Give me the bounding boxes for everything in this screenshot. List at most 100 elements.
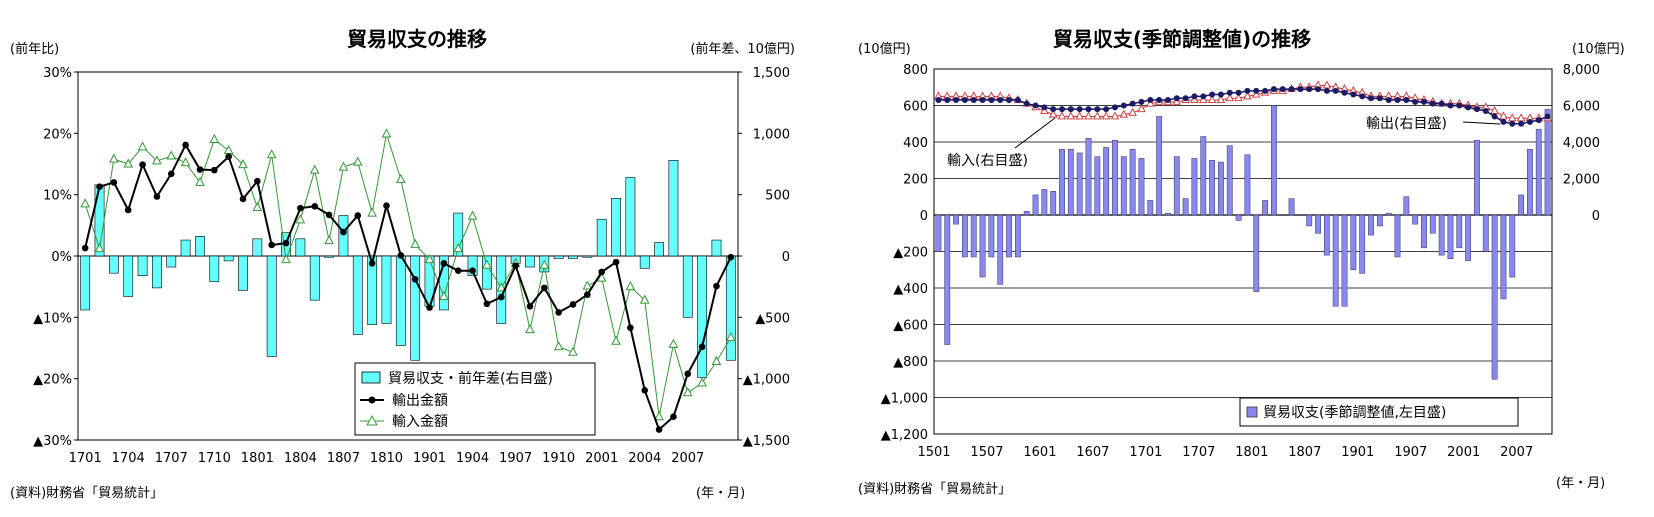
chart1-bar bbox=[338, 215, 349, 257]
chart2-x-tick-label: 1501 bbox=[917, 445, 950, 460]
chart2-import-point bbox=[1225, 93, 1235, 102]
chart1-import-point bbox=[109, 153, 119, 163]
chart1-export-point bbox=[340, 228, 347, 236]
chart2-export-point bbox=[1067, 106, 1074, 113]
chart2-bar bbox=[997, 214, 1004, 285]
chart2-bar bbox=[935, 214, 942, 252]
chart1-import-point bbox=[395, 173, 406, 183]
chart1-export-point bbox=[541, 284, 548, 292]
chart1-x-tick-label: 1801 bbox=[241, 451, 274, 466]
chart2-export-point bbox=[1447, 102, 1454, 109]
chart1-title: 貿易収支の推移 bbox=[347, 27, 487, 51]
chart2-bar bbox=[1147, 200, 1154, 216]
chart2-import-point bbox=[1057, 111, 1067, 120]
chart1-export-point bbox=[698, 343, 706, 351]
chart1-import-point bbox=[725, 332, 736, 342]
chart2-export-point bbox=[1323, 87, 1330, 94]
chart2-export-point bbox=[1368, 95, 1375, 102]
chart1-export-point bbox=[569, 301, 577, 308]
chart1-import-point bbox=[639, 294, 650, 304]
chart2-export-point bbox=[1376, 95, 1383, 102]
chart1-export-point bbox=[670, 413, 677, 420]
chart1-import-point bbox=[352, 156, 363, 166]
chart1-x-tick-label: 1704 bbox=[112, 451, 145, 466]
chart1-export-line bbox=[84, 142, 732, 432]
chart2-bar bbox=[1191, 158, 1198, 216]
chart1-export-point bbox=[454, 267, 462, 275]
chart2-bar bbox=[1253, 214, 1260, 292]
chart1-bar bbox=[209, 255, 220, 283]
chart1-export-point bbox=[139, 161, 146, 168]
chart2-bar bbox=[1368, 214, 1374, 236]
chart1-bar bbox=[725, 255, 736, 361]
chart1-bar bbox=[639, 255, 650, 269]
chart1-export-point bbox=[512, 262, 519, 270]
chart1-export-point bbox=[655, 426, 663, 433]
chart1-left-tick-label: ▲10% bbox=[33, 311, 72, 326]
chart1-import-point bbox=[238, 159, 248, 169]
chart2-export-point bbox=[1315, 86, 1322, 93]
chart1-bar bbox=[668, 160, 679, 257]
chart2-right-tick-label: 4,000 bbox=[1563, 136, 1600, 151]
chart2-bar bbox=[1262, 200, 1268, 216]
chart1-export-point bbox=[397, 252, 405, 259]
chart2-export-point bbox=[1023, 100, 1030, 107]
chart2-export-point bbox=[1288, 86, 1295, 93]
chart1-export-point bbox=[627, 324, 634, 332]
chart2-bar bbox=[1341, 214, 1348, 307]
chart1-import-point bbox=[324, 235, 334, 245]
chart2-export-point bbox=[1120, 102, 1127, 109]
chart2-right-tick-label: 8,000 bbox=[1563, 63, 1600, 78]
chart1-import-point bbox=[309, 164, 320, 174]
chart1-export-point bbox=[368, 260, 376, 267]
chart1-import-point bbox=[611, 335, 621, 345]
chart2-export-point bbox=[988, 97, 995, 104]
chart2-bar bbox=[1103, 147, 1110, 216]
chart2-import-point bbox=[1243, 91, 1252, 100]
chart1-import-point bbox=[697, 377, 707, 387]
chart1-bar bbox=[395, 255, 406, 346]
chart2-export-point bbox=[1394, 97, 1401, 104]
chart1-import-point bbox=[625, 281, 636, 291]
chart2-lines bbox=[934, 80, 1552, 127]
chart1-import-point bbox=[137, 141, 148, 151]
chart1-x-tick-label: 2004 bbox=[628, 451, 661, 466]
chart2-import-point bbox=[1216, 95, 1226, 103]
chart2-bar bbox=[1209, 160, 1215, 216]
chart2-import-line bbox=[938, 84, 1548, 119]
chart2-bar bbox=[1059, 149, 1065, 216]
chart2-left-tick-label: ▲200 bbox=[893, 246, 928, 261]
chart2-left-ticks: 800 600 400 200 0 ▲200 ▲400 ▲600 ▲800 ▲1,000 ▲1,20… bbox=[881, 63, 928, 443]
chart2-export-point bbox=[1129, 100, 1136, 107]
chart1-legend-bar-swatch bbox=[361, 371, 381, 384]
chart1-export-point bbox=[526, 302, 534, 310]
chart1-right-tick-label: 1,500 bbox=[753, 66, 790, 81]
chart2-bar bbox=[1067, 149, 1074, 216]
chart1-bar bbox=[309, 255, 320, 301]
chart1-import-point bbox=[338, 161, 349, 171]
chart1-left-tick-label: 30% bbox=[43, 66, 72, 81]
chart2-bar bbox=[979, 214, 986, 278]
chart1-import-point bbox=[410, 238, 421, 248]
chart1-export-point bbox=[612, 258, 620, 266]
chart2-left-tick-label: 0 bbox=[920, 209, 928, 224]
chart2-bar bbox=[1014, 214, 1021, 258]
chart1-import-point bbox=[166, 150, 177, 160]
chart2-right-tick-label: 0 bbox=[1592, 209, 1600, 224]
chart1-legend: 貿易収支・前年差(右目盛) 輸出金額 輸入金額 bbox=[354, 362, 596, 436]
chart1-x-unit: (年・月) bbox=[696, 486, 745, 501]
chart2-bar bbox=[1376, 214, 1383, 227]
chart1-bar bbox=[438, 255, 449, 311]
chart2-bar bbox=[1120, 156, 1127, 216]
chart2-export-point bbox=[1350, 91, 1357, 98]
chart1-export-point bbox=[727, 253, 735, 261]
chart2-bar bbox=[1394, 214, 1401, 258]
chart1-export-point bbox=[440, 260, 448, 267]
chart1-bar bbox=[582, 255, 593, 258]
chart2-x-tick-label: 1707 bbox=[1182, 445, 1215, 460]
chart1-export-point bbox=[124, 206, 132, 214]
chart2-export-point bbox=[1111, 104, 1118, 111]
chart2-bar bbox=[1279, 214, 1286, 216]
chart2-export-point bbox=[1059, 106, 1066, 113]
chart2-export-point bbox=[1085, 106, 1092, 113]
